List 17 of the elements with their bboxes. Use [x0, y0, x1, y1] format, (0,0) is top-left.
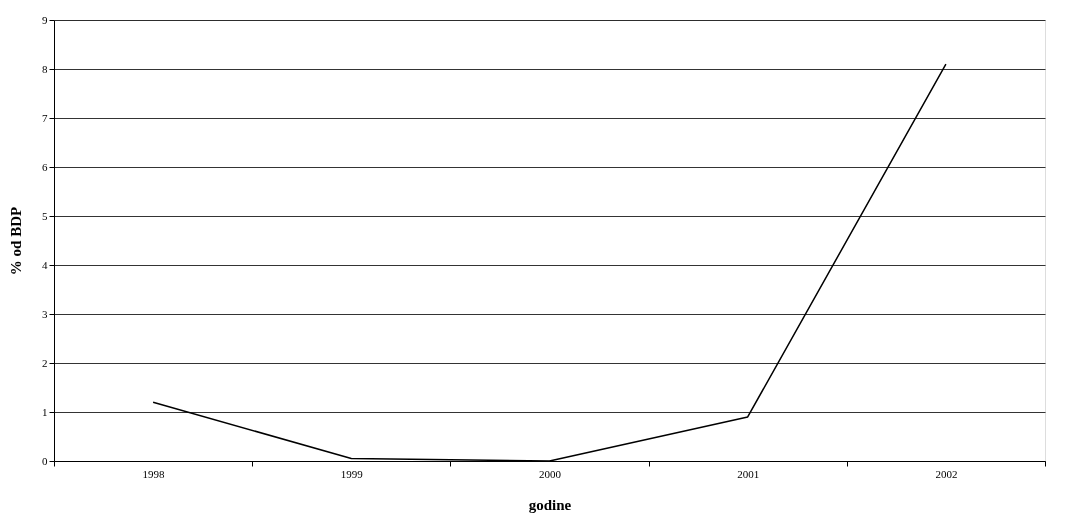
- x-tick-label: 2000: [539, 467, 562, 480]
- y-tick-label: 7: [42, 111, 48, 124]
- x-tick-label: 2002: [935, 467, 958, 480]
- y-tick-label: 2: [42, 356, 48, 369]
- x-tick-label: 2001: [737, 467, 760, 480]
- y-axis-title: % od BDP: [8, 206, 24, 276]
- x-tick-label: 1999: [340, 467, 364, 480]
- y-tick-label: 3: [42, 307, 48, 320]
- y-tick-label: 6: [42, 160, 48, 173]
- y-tick-label: 8: [42, 62, 48, 75]
- y-tick-label: 4: [42, 258, 48, 271]
- y-tick-label: 9: [42, 13, 48, 26]
- x-tick-label: 1998: [142, 467, 166, 480]
- y-tick-label: 0: [42, 454, 48, 467]
- x-axis-title: godine: [528, 496, 572, 513]
- y-tick-label: 5: [42, 209, 48, 222]
- y-tick-label: 1: [42, 405, 48, 418]
